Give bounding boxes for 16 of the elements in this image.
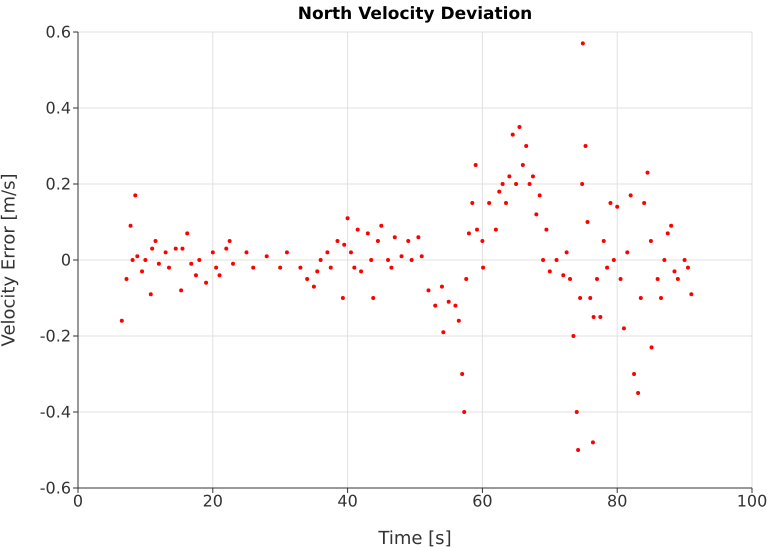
y-tick-label: -0.4: [40, 402, 71, 422]
y-axis-title: Velocity Error [m/s]: [0, 174, 20, 346]
y-tick-label: 0.6: [46, 22, 71, 42]
y-tick-label: -0.6: [40, 478, 71, 498]
y-tick-label: 0: [60, 250, 71, 270]
x-tick-label: 40: [337, 491, 358, 510]
y-tick-label: 0.2: [46, 174, 71, 194]
x-tick-label: 20: [202, 491, 223, 510]
chart-title: North Velocity Deviation: [296, 4, 534, 24]
x-tick-label: 0: [72, 491, 84, 510]
x-axis-title: Time [s]: [377, 528, 452, 548]
x-tick-label: 100: [736, 491, 768, 510]
y-tick-label: 0.4: [46, 98, 71, 118]
y-tick-label: -0.2: [40, 326, 71, 346]
x-tick-label: 80: [607, 491, 628, 510]
x-tick-label: 60: [472, 491, 493, 510]
